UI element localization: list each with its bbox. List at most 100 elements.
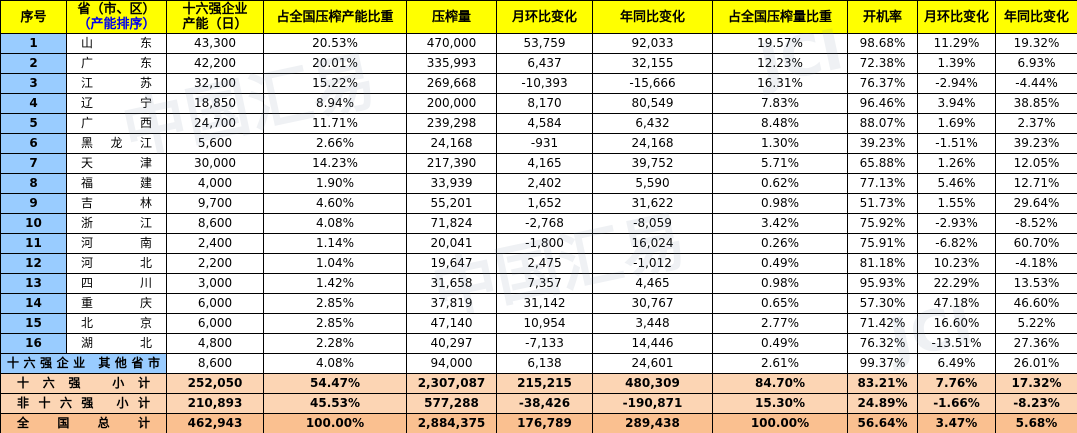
cell-yoy: 30,767 <box>592 293 713 314</box>
cell-mom: -7,133 <box>496 333 593 354</box>
province-row: 12 河北 2,200 1.04% 19,647 2,475 -1,012 0.49% 81.1… <box>0 253 1077 274</box>
cell-rate: 77.13% <box>847 173 918 194</box>
cell-rate-yoy: 5.22% <box>995 313 1077 334</box>
cell-rate-yoy: 39.23% <box>995 133 1077 154</box>
cell-province: 江苏 <box>66 73 167 94</box>
cell-province: 黑龙江 <box>66 133 167 154</box>
cell-rate-yoy: -4.18% <box>995 253 1077 274</box>
cell-mom: -931 <box>496 133 593 154</box>
cell-rate-mom: 22.29% <box>917 273 996 294</box>
table-body: 1 山东 43,300 20.53% 470,000 53,759 92,033 19.57%… <box>0 33 1077 433</box>
cell-province: 湖北 <box>66 333 167 354</box>
cell-capacity: 2,400 <box>166 233 264 254</box>
cell-rate-mom: 3.94% <box>917 93 996 114</box>
cell-cap-share: 8.94% <box>263 93 407 114</box>
cell-capacity: 30,000 <box>166 153 264 174</box>
cell-vol-share: 0.49% <box>712 333 848 354</box>
cell-yoy: -15,666 <box>592 73 713 94</box>
cell-rate: 98.68% <box>847 33 918 54</box>
cell-province: 河南 <box>66 233 167 254</box>
header-province: 省（市、区） （产能排序） <box>66 0 167 34</box>
cell-mom: 10,954 <box>496 313 593 334</box>
cell-volume: 31,658 <box>406 273 497 294</box>
cell-cap-share: 45.53% <box>263 393 407 414</box>
cell-rate: 75.91% <box>847 233 918 254</box>
cell-volume: 37,819 <box>406 293 497 314</box>
cell-cap-share: 1.90% <box>263 173 407 194</box>
cell-cap-share: 2.85% <box>263 313 407 334</box>
province-row: 16 湖北 4,800 2.28% 40,297 -7,133 14,446 0.49% 76.… <box>0 333 1077 354</box>
cell-rate-mom: 1.55% <box>917 193 996 214</box>
cell-cap-share: 2.66% <box>263 133 407 154</box>
cell-rate-mom: 1.39% <box>917 53 996 74</box>
non-top16-subtotal-row: 非十六强 小计 210,893 45.53% 577,288 -38,426 -190,8… <box>0 393 1077 414</box>
cell-serial: 7 <box>0 153 67 174</box>
cell-rate-mom: -2.93% <box>917 213 996 234</box>
province-row: 14 重庆 6,000 2.85% 37,819 31,142 30,767 0.65% 57.… <box>0 293 1077 314</box>
cell-yoy: 4,465 <box>592 273 713 294</box>
cell-rate-mom: 1.26% <box>917 153 996 174</box>
row-label: 十六强 小计 <box>0 373 167 394</box>
cell-serial: 6 <box>0 133 67 154</box>
cell-rate-yoy: -8.52% <box>995 213 1077 234</box>
cell-capacity: 43,300 <box>166 33 264 54</box>
cell-yoy: 14,446 <box>592 333 713 354</box>
cell-cap-share: 4.08% <box>263 353 407 374</box>
cell-capacity: 6,000 <box>166 293 264 314</box>
cell-volume: 40,297 <box>406 333 497 354</box>
cell-yoy: -1,012 <box>592 253 713 274</box>
cell-volume: 20,041 <box>406 233 497 254</box>
cell-cap-share: 11.71% <box>263 113 407 134</box>
cell-capacity: 24,700 <box>166 113 264 134</box>
header-province-line2: （产能排序） <box>77 17 156 32</box>
cell-cap-share: 1.14% <box>263 233 407 254</box>
cell-volume: 217,390 <box>406 153 497 174</box>
province-row: 15 北京 6,000 2.85% 47,140 10,954 3,448 2.77% 71.4… <box>0 313 1077 334</box>
header-rate-mom: 月环比变化 <box>917 0 996 34</box>
cell-capacity: 9,700 <box>166 193 264 214</box>
cell-serial: 8 <box>0 173 67 194</box>
cell-rate-mom: 5.46% <box>917 173 996 194</box>
cell-yoy: 80,549 <box>592 93 713 114</box>
cell-rate-yoy: 17.32% <box>995 373 1077 394</box>
cell-mom: 4,165 <box>496 153 593 174</box>
cell-serial: 2 <box>0 53 67 74</box>
cell-mom: 31,142 <box>496 293 593 314</box>
cell-capacity: 18,850 <box>166 93 264 114</box>
header-row: 序号 省（市、区） （产能排序） 十六强企业 产能（日） 占全国压榨产能比重 压… <box>0 0 1077 34</box>
cell-serial: 9 <box>0 193 67 214</box>
cell-mom: 8,170 <box>496 93 593 114</box>
cell-rate-yoy: 2.37% <box>995 113 1077 134</box>
cell-rate: 88.07% <box>847 113 918 134</box>
province-row: 3 江苏 32,100 15.22% 269,668 -10,393 -15,666 16.3… <box>0 73 1077 94</box>
cell-rate-yoy: 12.05% <box>995 153 1077 174</box>
cell-capacity: 32,100 <box>166 73 264 94</box>
cell-rate: 72.38% <box>847 53 918 74</box>
top16-subtotal-row: 十六强 小计 252,050 54.47% 2,307,087 215,215 480,3… <box>0 373 1077 394</box>
cell-province: 天津 <box>66 153 167 174</box>
province-row: 8 福建 4,000 1.90% 33,939 2,402 5,590 0.62% 77.13%… <box>0 173 1077 194</box>
cell-yoy: 92,033 <box>592 33 713 54</box>
cell-cap-share: 100.00% <box>263 413 407 433</box>
province-row: 4 辽宁 18,850 8.94% 200,000 8,170 80,549 7.83% 96.… <box>0 93 1077 114</box>
cell-vol-share: 15.30% <box>712 393 848 414</box>
cell-rate: 95.93% <box>847 273 918 294</box>
cell-rate-yoy: 46.60% <box>995 293 1077 314</box>
cell-rate: 57.30% <box>847 293 918 314</box>
cell-province: 北京 <box>66 313 167 334</box>
province-row: 13 四川 3,000 1.42% 31,658 7,357 4,465 0.98% 95.93… <box>0 273 1077 294</box>
cell-volume: 55,201 <box>406 193 497 214</box>
cell-volume: 470,000 <box>406 33 497 54</box>
cell-serial: 10 <box>0 213 67 234</box>
cell-rate-yoy: -4.44% <box>995 73 1077 94</box>
cell-serial: 3 <box>0 73 67 94</box>
cell-cap-share: 20.01% <box>263 53 407 74</box>
cell-rate-mom: 11.29% <box>917 33 996 54</box>
cell-volume: 577,288 <box>406 393 497 414</box>
cell-vol-share: 16.31% <box>712 73 848 94</box>
cell-yoy: 6,432 <box>592 113 713 134</box>
header-capacity-line2: 产能（日） <box>182 17 248 32</box>
cell-rate: 39.23% <box>847 133 918 154</box>
cell-volume: 335,993 <box>406 53 497 74</box>
